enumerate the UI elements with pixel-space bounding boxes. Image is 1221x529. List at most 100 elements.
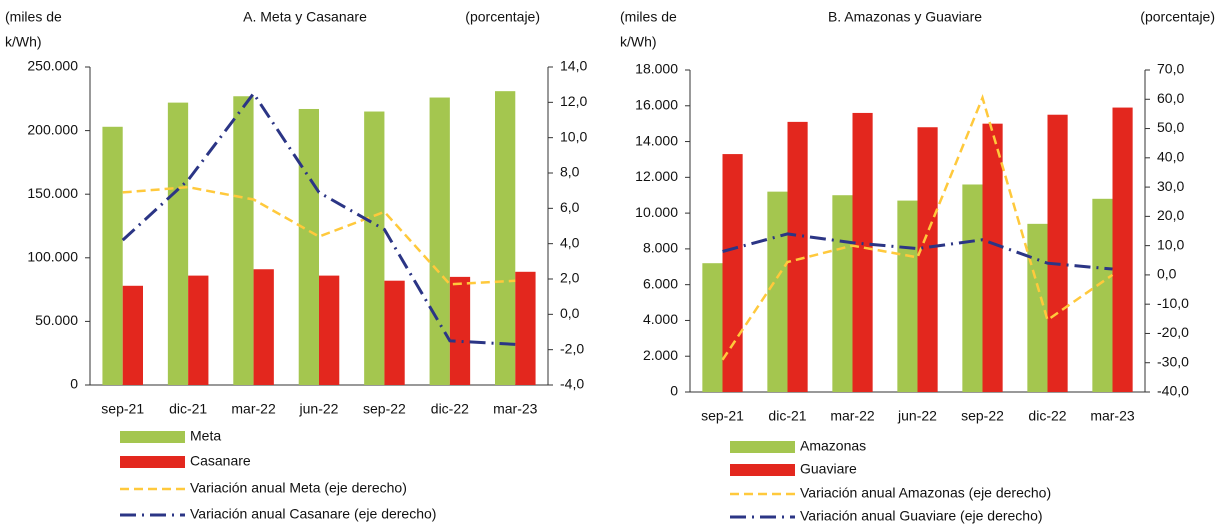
bar	[384, 280, 405, 385]
x-tick-label: jun-22	[299, 401, 339, 417]
bar	[233, 96, 254, 386]
y2-axis-label: (porcentaje)	[465, 9, 540, 25]
y-tick-label: 10.000	[635, 204, 678, 220]
bar	[364, 111, 385, 386]
x-tick-label: dic-21	[768, 408, 806, 424]
y2-tick-label: 4,0	[560, 234, 580, 250]
y-axis-label: (miles de	[620, 9, 677, 25]
y-tick-label: 0	[670, 383, 678, 399]
legend-swatch	[730, 464, 795, 476]
y2-tick-label: -4,0	[560, 376, 584, 392]
y-tick-label: 150.000	[27, 185, 78, 201]
y-tick-label: 6.000	[643, 275, 678, 291]
bar	[122, 285, 143, 385]
legend-swatch	[120, 456, 185, 468]
x-tick-label: sep-21	[101, 401, 144, 417]
line-series	[721, 94, 1114, 361]
y-axis-label: k/Wh)	[620, 34, 657, 50]
y2-tick-label: 0,0	[560, 305, 580, 321]
y2-tick-label: -10,0	[1157, 295, 1189, 311]
bar	[449, 276, 471, 385]
legend-label: Casanare	[190, 453, 251, 469]
y2-tick-label: -20,0	[1157, 324, 1189, 340]
y2-tick-label: 30,0	[1157, 178, 1184, 194]
y-tick-label: 12.000	[635, 168, 678, 184]
chart-title: B. Amazonas y Guaviare	[828, 9, 982, 25]
bar	[167, 102, 189, 385]
bar	[852, 112, 873, 392]
legend-label: Amazonas	[800, 438, 866, 454]
y-tick-label: 250.000	[27, 58, 78, 74]
bar	[1112, 107, 1133, 393]
y-axis-label: (miles de	[5, 9, 62, 25]
y2-tick-label: 50,0	[1157, 119, 1184, 135]
x-tick-label: dic-21	[169, 401, 207, 417]
y2-tick-label: 10,0	[560, 128, 587, 144]
y2-tick-label: 2,0	[560, 270, 580, 286]
y-tick-label: 100.000	[27, 249, 78, 265]
y2-tick-label: 70,0	[1157, 61, 1184, 77]
y2-tick-label: -40,0	[1157, 383, 1189, 399]
bar	[319, 275, 340, 385]
x-tick-label: sep-21	[701, 408, 744, 424]
x-tick-label: dic-22	[1028, 408, 1066, 424]
bar	[722, 154, 743, 392]
y-tick-label: 50.000	[35, 312, 78, 328]
bar	[982, 123, 1003, 393]
line-series	[121, 90, 516, 346]
y2-tick-label: -2,0	[560, 340, 584, 356]
bar	[897, 200, 918, 392]
bar	[298, 108, 319, 385]
bar	[917, 127, 938, 392]
y-tick-label: 2.000	[643, 347, 678, 363]
bar	[429, 97, 450, 385]
y2-tick-label: 0,0	[1157, 266, 1177, 282]
bar	[767, 191, 788, 392]
y2-axis-label: (porcentaje)	[1140, 9, 1215, 25]
y2-tick-label: 60,0	[1157, 90, 1184, 106]
bar	[188, 275, 209, 385]
y2-tick-label: 8,0	[560, 164, 580, 180]
y-tick-label: 4.000	[643, 311, 678, 327]
legend-label: Variación anual Casanare (eje derecho)	[190, 506, 436, 522]
bar	[102, 126, 123, 385]
bar	[1027, 223, 1048, 392]
y-tick-label: 200.000	[27, 121, 78, 137]
bar	[702, 263, 723, 392]
bar	[832, 195, 853, 392]
bar	[253, 269, 274, 385]
y2-tick-label: -30,0	[1157, 353, 1189, 369]
legend-label: Variación anual Amazonas (eje derecho)	[800, 485, 1051, 501]
y-axis-label: k/Wh)	[5, 34, 42, 50]
x-tick-label: mar-23	[493, 401, 538, 417]
x-tick-label: sep-22	[363, 401, 406, 417]
x-tick-label: jun-22	[897, 408, 937, 424]
y2-tick-label: 10,0	[1157, 236, 1184, 252]
bar	[1092, 198, 1113, 392]
y2-tick-label: 6,0	[560, 199, 580, 215]
legend-swatch	[730, 441, 795, 453]
x-tick-label: mar-22	[231, 401, 276, 417]
x-tick-label: dic-22	[431, 401, 469, 417]
y-tick-label: 16.000	[635, 96, 678, 112]
legend-label: Variación anual Guaviare (eje derecho)	[800, 508, 1043, 524]
bar	[515, 271, 536, 385]
x-tick-label: sep-22	[961, 408, 1004, 424]
bar	[787, 121, 808, 392]
legend-label: Guaviare	[800, 461, 857, 477]
y2-tick-label: 14,0	[560, 58, 587, 74]
bar	[1047, 114, 1068, 392]
y-tick-label: 14.000	[635, 132, 678, 148]
legend-label: Meta	[190, 428, 221, 444]
y2-tick-label: 40,0	[1157, 149, 1184, 165]
chart-title: A. Meta y Casanare	[243, 9, 367, 25]
y2-tick-label: 20,0	[1157, 207, 1184, 223]
x-tick-label: mar-23	[1090, 408, 1135, 424]
bar	[962, 184, 983, 392]
bar	[495, 91, 516, 385]
y2-tick-label: 12,0	[560, 93, 587, 109]
x-tick-label: mar-22	[830, 408, 875, 424]
legend-swatch	[120, 431, 185, 443]
y-tick-label: 0	[70, 376, 78, 392]
